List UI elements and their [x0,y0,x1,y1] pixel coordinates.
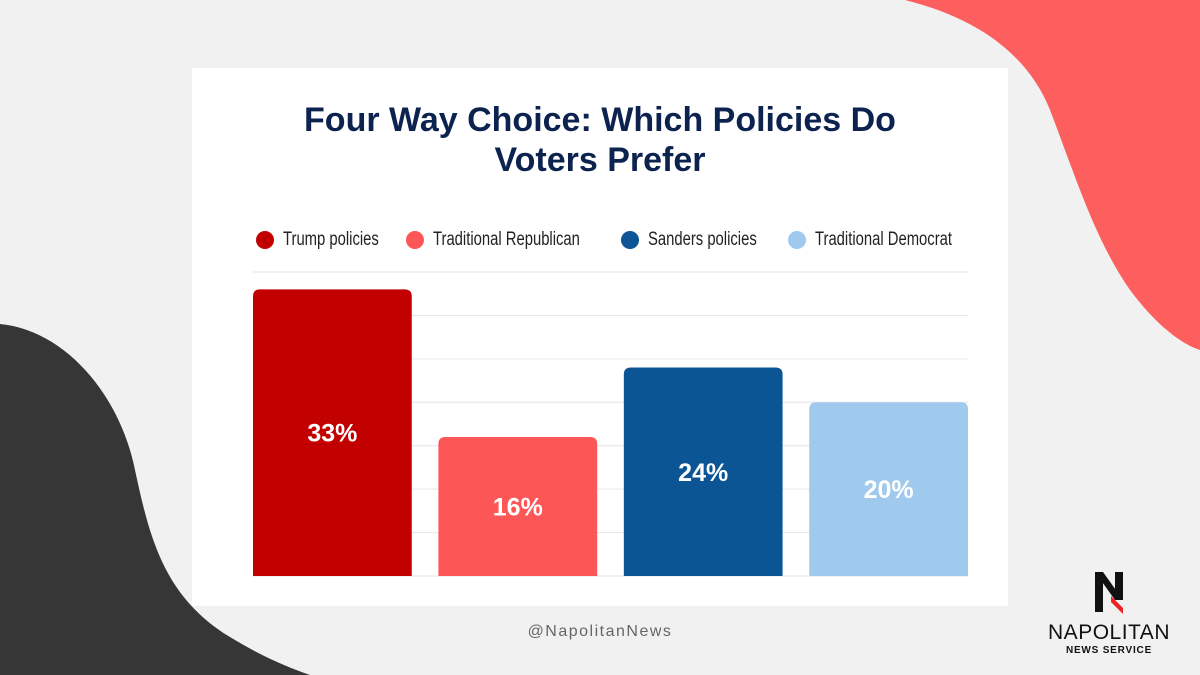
dark-corner-shape [0,324,310,675]
legend-label: Traditional Democrat [814,229,952,250]
legend-label: Trump policies [283,229,379,250]
data-label: 24% [678,459,728,487]
chart-title-line-1: Four Way Choice: Which Policies Do [304,101,896,139]
bar-traditional-democrat [809,402,968,576]
coral-corner-shape [905,0,1200,350]
legend-item-sanders: Sanders policies [621,229,787,251]
logo-name: NAPOLITAN [1048,621,1170,644]
legend-item-traditional-republican: Traditional Republican [405,229,621,251]
legend-swatch [621,231,640,249]
bar-trump-policies [253,289,412,576]
napolitan-n-logo-icon [1095,572,1123,614]
data-label: 20% [864,476,914,504]
logo-subtitle: NEWS SERVICE [1065,645,1153,656]
chart-title: Four Way Choice: Which Policies Do Voter… [0,100,1200,180]
bar-sanders-policies [623,367,783,576]
chart-legend: Trump policies Traditional Republican Sa… [256,226,968,254]
legend-swatch [256,231,274,249]
legend-label: Sanders policies [648,229,757,250]
bar-traditional-republican [438,437,598,576]
legend-item-trump: Trump policies [256,229,406,251]
data-label: 16% [493,494,543,522]
social-handle: @NapolitanNews [527,623,673,640]
legend-swatch [405,231,424,249]
legend-item-traditional-democrat: Traditional Democrat [787,229,991,251]
napolitan-logo: NAPOLITAN NEWS SERVICE [1044,570,1174,656]
data-label: 33% [307,420,357,448]
chart-title-line-2: Voters Prefer [494,141,706,179]
legend-label: Traditional Republican [432,229,580,250]
legend-swatch [787,231,806,249]
